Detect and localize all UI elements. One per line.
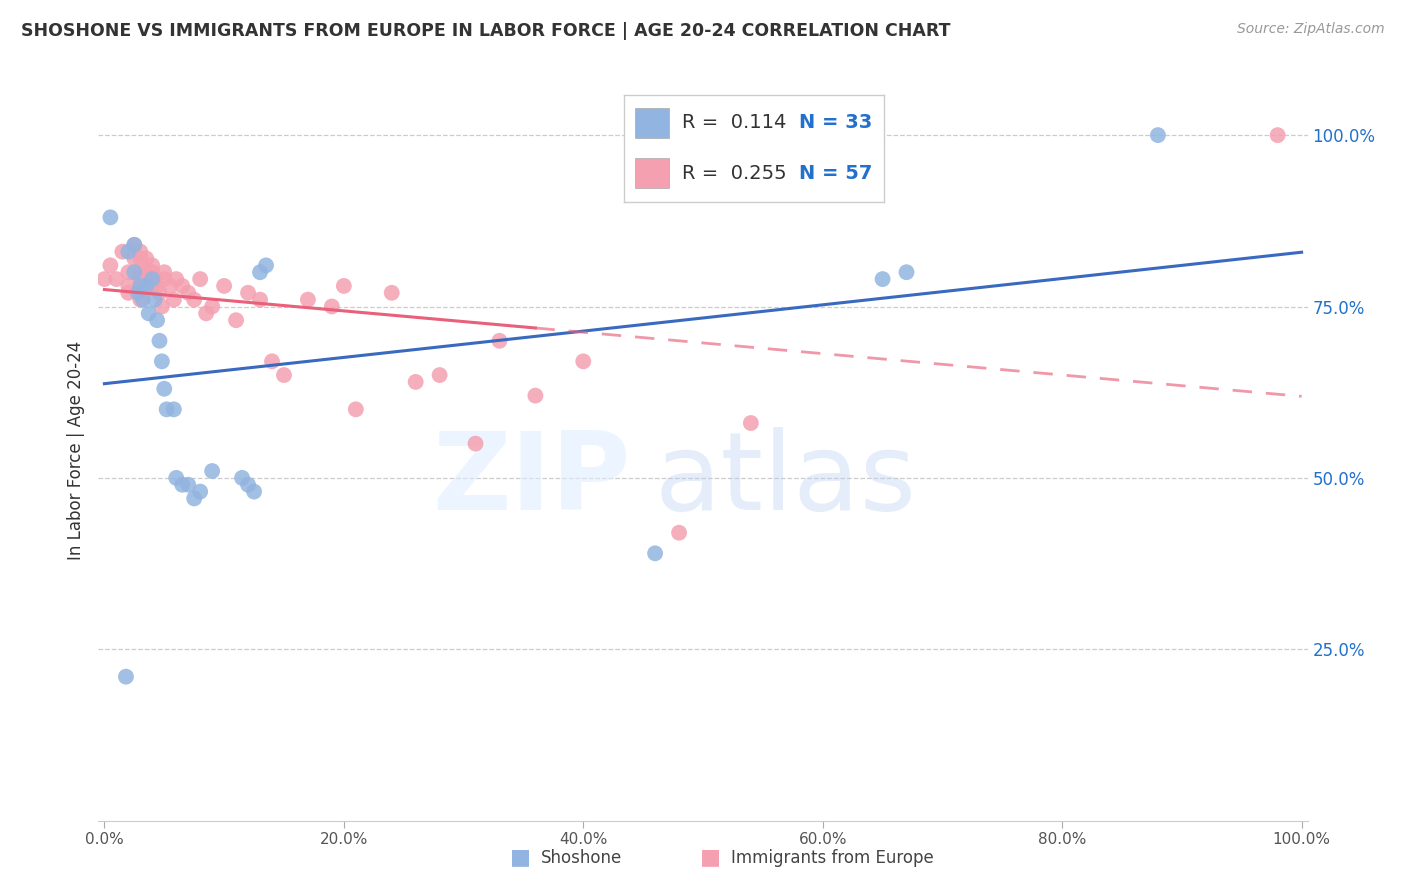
Point [135, 279, 157, 293]
Point [201, 300, 224, 314]
Point [105, 272, 128, 286]
Point [254, 259, 277, 273]
Point [117, 265, 139, 279]
Point [129, 272, 152, 286]
Point [150, 354, 173, 368]
Point [124, 252, 146, 266]
Point [124, 237, 146, 252]
Point [115, 670, 138, 684]
Point [236, 285, 259, 300]
Text: Immigrants from Europe: Immigrants from Europe [731, 849, 934, 867]
Point [165, 471, 187, 485]
Point [146, 279, 169, 293]
Point [344, 402, 367, 417]
Point [183, 491, 205, 506]
Point [231, 471, 253, 485]
Point [249, 265, 271, 279]
Point [321, 300, 343, 314]
Point [668, 525, 690, 540]
Point [464, 436, 486, 450]
Text: atlas: atlas [655, 427, 917, 533]
Point [488, 334, 510, 348]
Point [212, 279, 235, 293]
Point [740, 416, 762, 430]
Point [132, 293, 155, 307]
Point [117, 244, 139, 259]
Point [165, 272, 187, 286]
Point [188, 484, 211, 499]
Point [129, 244, 152, 259]
Point [163, 402, 186, 417]
Point [644, 546, 666, 560]
Text: ZIP: ZIP [432, 427, 630, 533]
Point [1267, 128, 1289, 142]
Point [148, 334, 170, 348]
Point [117, 285, 139, 300]
Point [572, 354, 595, 368]
Point [138, 306, 160, 320]
Point [117, 279, 139, 293]
Point [172, 477, 194, 491]
Point [195, 306, 218, 320]
Point [896, 265, 918, 279]
Point [135, 265, 157, 279]
Point [297, 293, 319, 307]
Point [225, 313, 247, 327]
Point [405, 375, 427, 389]
Point [333, 279, 356, 293]
Point [150, 300, 173, 314]
Point [273, 368, 295, 382]
Point [135, 252, 157, 266]
Point [129, 252, 152, 266]
Text: SHOSHONE VS IMMIGRANTS FROM EUROPE IN LABOR FORCE | AGE 20-24 CORRELATION CHART: SHOSHONE VS IMMIGRANTS FROM EUROPE IN LA… [21, 22, 950, 40]
Point [146, 313, 169, 327]
Point [1147, 128, 1170, 142]
Text: ■: ■ [700, 847, 720, 867]
Point [188, 272, 211, 286]
Point [183, 293, 205, 307]
Point [236, 477, 259, 491]
Point [153, 382, 176, 396]
Point [148, 285, 170, 300]
Point [381, 285, 404, 300]
Point [153, 265, 176, 279]
Point [132, 272, 155, 286]
Point [141, 259, 163, 273]
Point [177, 477, 200, 491]
Point [260, 354, 283, 368]
Point [100, 259, 122, 273]
Point [141, 272, 163, 286]
Point [159, 279, 181, 293]
Point [129, 293, 152, 307]
Y-axis label: In Labor Force | Age 20-24: In Labor Force | Age 20-24 [66, 341, 84, 560]
Point [129, 279, 152, 293]
Point [124, 265, 146, 279]
Point [156, 402, 179, 417]
Point [153, 272, 176, 286]
Point [93, 272, 115, 286]
Point [141, 279, 163, 293]
Point [243, 484, 266, 499]
Point [163, 293, 186, 307]
Point [129, 265, 152, 279]
Point [172, 279, 194, 293]
Point [143, 272, 166, 286]
Point [429, 368, 451, 382]
Point [143, 293, 166, 307]
Text: ■: ■ [510, 847, 530, 867]
Point [111, 244, 134, 259]
Point [135, 279, 157, 293]
Point [141, 265, 163, 279]
Point [249, 293, 271, 307]
Text: Shoshone: Shoshone [541, 849, 623, 867]
Point [100, 211, 122, 225]
Point [124, 237, 146, 252]
Point [129, 279, 152, 293]
Point [524, 389, 547, 403]
Point [177, 285, 200, 300]
Point [872, 272, 894, 286]
Point [127, 285, 149, 300]
Text: Source: ZipAtlas.com: Source: ZipAtlas.com [1237, 22, 1385, 37]
Point [201, 464, 224, 478]
